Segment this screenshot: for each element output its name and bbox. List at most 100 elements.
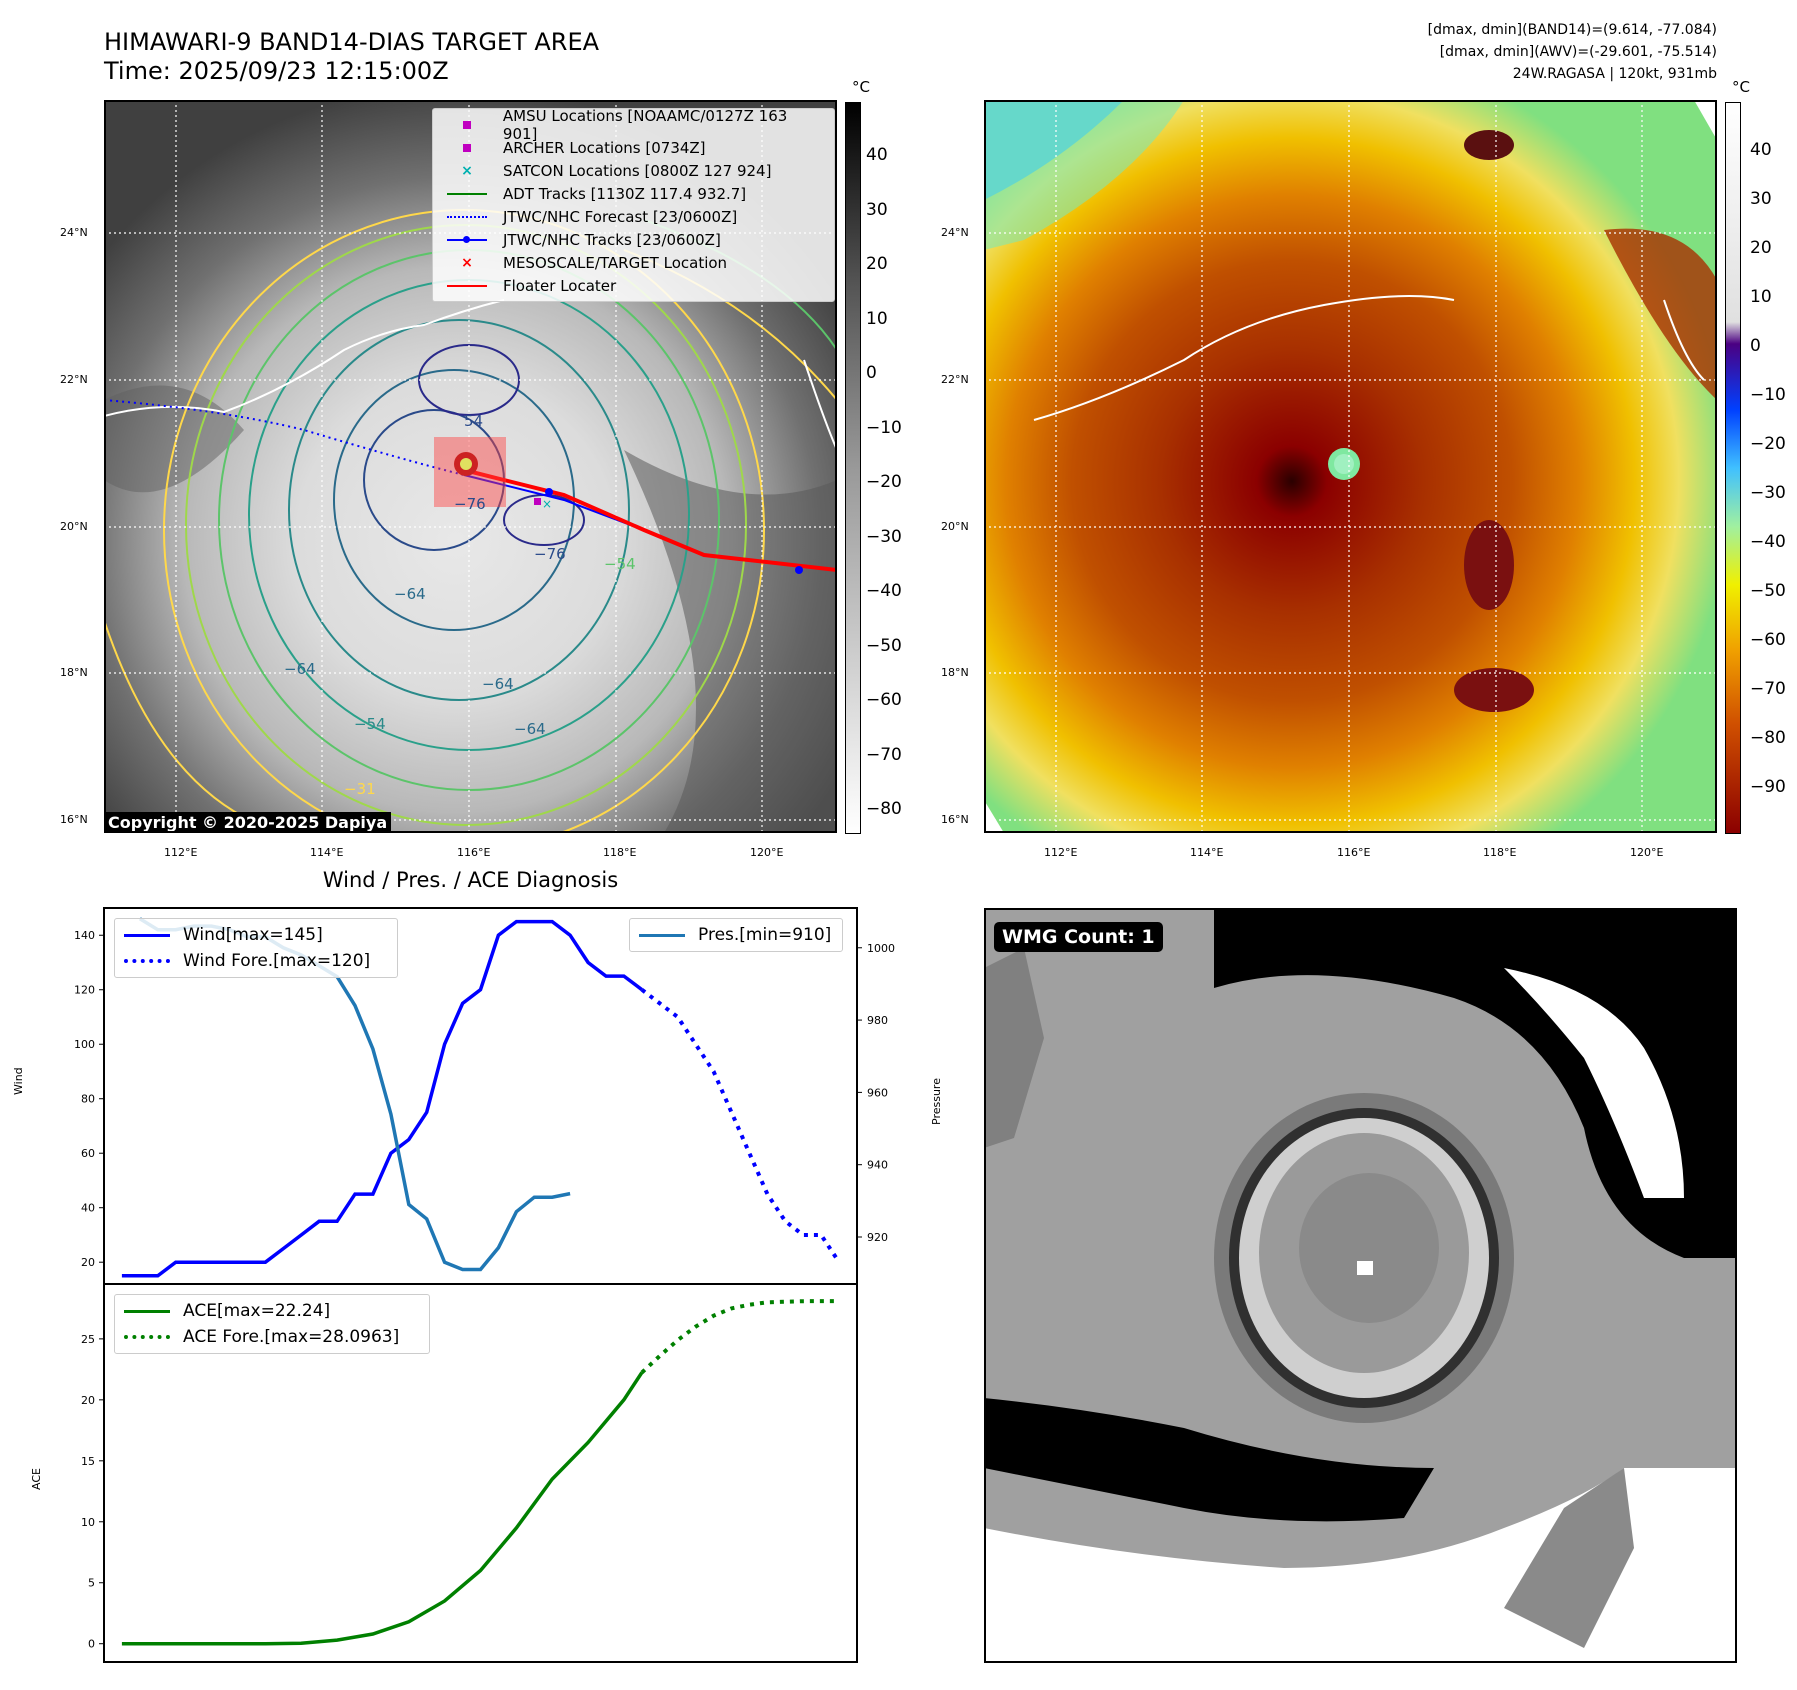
colorbar-tick-label: −10 (1750, 385, 1786, 405)
legend-item: × MESOSCALE/TARGET Location (461, 253, 728, 272)
legend-item: JTWC/NHC Forecast [23/0600Z] (441, 205, 826, 228)
wmg-count-badge: WMG Count: 1 (994, 922, 1163, 952)
legend-label: Floater Locater (503, 276, 617, 295)
legend-label: Pres.[min=910] (698, 925, 832, 945)
y-right-tick-label: 960 (867, 1086, 888, 1099)
series-line (121, 1371, 644, 1646)
legend-item: ACE Fore.[max=28.0963] (121, 1324, 423, 1350)
colorbar-tick-label: −70 (866, 744, 902, 765)
lon-tick: 114°E (1190, 846, 1224, 859)
map-legend: AMSU Locations [NOAAMC/0127Z 163 901] AR… (432, 107, 835, 302)
colorbar-tick-label: 40 (1750, 140, 1772, 160)
lat-tick: 16°N (60, 813, 88, 826)
legend-item: ACE[max=22.24] (121, 1298, 423, 1324)
band14-range: [dmax, dmin](BAND14)=(9.614, -77.084) (1427, 22, 1717, 38)
contour-label: −76 (534, 545, 566, 563)
colorbar-tick-label: 30 (866, 199, 888, 220)
legend-item: × SATCON Locations [0800Z 127 924] (461, 161, 772, 180)
colorbar-tick-label: −60 (1750, 630, 1786, 650)
y-tick-label: 100 (74, 1038, 95, 1051)
contour-label: −64 (482, 675, 514, 693)
colorbar-tick-label: 40 (866, 145, 888, 165)
y-tick-label: 20 (81, 1256, 95, 1269)
chart-time: Time: 2025/09/23 12:15:00Z (104, 57, 449, 85)
contour-label: −64 (514, 720, 546, 738)
colorbar-tick-label: −10 (866, 417, 902, 438)
colorbar-tick-label: 0 (1750, 336, 1761, 356)
lat-tick: 20°N (941, 520, 969, 533)
wmg-panel: WMG Count: 1 (984, 908, 1737, 1663)
y-right-tick-label: 940 (867, 1159, 888, 1172)
pressure-legend: Pres.[min=910] (629, 918, 843, 952)
series-line (640, 988, 841, 1264)
series-line (121, 919, 643, 1278)
colorbar-tick-label: −30 (1750, 483, 1786, 503)
lon-tick: 120°E (750, 846, 784, 859)
legend-label: ADT Tracks [1130Z 117.4 932.7] (503, 184, 747, 203)
contour-label: −64 (284, 660, 316, 678)
legend-label: ACE[max=22.24] (183, 1301, 331, 1321)
lat-tick: 22°N (941, 373, 969, 386)
y-right-tick-label: 920 (867, 1231, 888, 1244)
colorbar-tick-label: −60 (866, 690, 902, 710)
awv-colorbar (1725, 102, 1741, 834)
colorbar-tick-label: −90 (1750, 777, 1786, 797)
legend-label: MESOSCALE/TARGET Location (503, 253, 728, 272)
y-tick-label: 15 (81, 1455, 95, 1468)
lon-tick: 114°E (310, 846, 344, 859)
svg-text:×: × (542, 497, 552, 511)
colorbar-tick-label: −20 (1750, 434, 1786, 454)
legend-item: Pres.[min=910] (636, 922, 836, 948)
legend-label: JTWC/NHC Forecast [23/0600Z] (503, 207, 738, 226)
chart-title: HIMAWARI-9 BAND14-DIAS TARGET AREA (104, 28, 600, 56)
y-tick-label: 20 (81, 1394, 95, 1407)
pressure-axis-label: Pressure (930, 1078, 943, 1125)
lon-tick: 118°E (603, 846, 637, 859)
awv-map-frame (984, 100, 1717, 833)
y-tick-label: 5 (88, 1577, 95, 1590)
y-tick-label: 60 (81, 1147, 95, 1160)
colorbar-tick-label: −50 (866, 635, 902, 656)
contour-label: −76 (454, 495, 486, 513)
colorbar-tick-label: −70 (1750, 679, 1786, 699)
awv-map (984, 100, 1717, 833)
lat-tick: 24°N (941, 226, 969, 239)
ace-legend: ACE[max=22.24] ACE Fore.[max=28.0963] (114, 1294, 430, 1354)
colorbar-tick-label: −40 (866, 581, 902, 601)
band14-colorbar (845, 102, 861, 834)
storm-info: 24W.RAGASA | 120kt, 931mb (1512, 66, 1717, 82)
legend-item: ADT Tracks [1130Z 117.4 932.7] (441, 182, 826, 205)
legend-label: SATCON Locations [0800Z 127 924] (503, 161, 772, 180)
series-line (640, 1299, 840, 1374)
colorbar-tick-label: −40 (1750, 532, 1786, 552)
lon-tick: 116°E (1337, 846, 1371, 859)
y-right-tick-label: 980 (867, 1014, 888, 1027)
lon-tick: 120°E (1630, 846, 1664, 859)
lat-tick: 22°N (60, 373, 88, 386)
lon-tick: 116°E (457, 846, 491, 859)
colorbar-tick-label: −80 (866, 799, 902, 819)
diagnosis-title: Wind / Pres. / ACE Diagnosis (322, 868, 619, 892)
legend-item: Floater Locater (441, 274, 826, 297)
legend-label: ARCHER Locations [0734Z] (503, 138, 706, 157)
contour-label: −54 (604, 555, 636, 573)
contour-label: −31 (344, 780, 376, 798)
colorbar-tick-label: −50 (1750, 581, 1786, 601)
wind-legend: Wind[max=145] Wind Fore.[max=120] (114, 918, 398, 978)
copyright-badge: Copyright © 2020-2025 Dapiya (104, 812, 392, 833)
legend-label: JTWC/NHC Tracks [23/0600Z] (503, 230, 721, 249)
lat-tick: 16°N (941, 813, 969, 826)
y-tick-label: 140 (74, 929, 95, 942)
y-tick-label: 10 (81, 1516, 95, 1529)
colorbar-tick-label: 20 (1750, 238, 1772, 258)
ace-axis-label: ACE (30, 1468, 43, 1490)
legend-item: AMSU Locations [NOAAMC/0127Z 163 901] (441, 107, 826, 143)
legend-label: ACE Fore.[max=28.0963] (183, 1327, 400, 1347)
ace-plot: 0 5 10 15 20 25 (81, 1283, 858, 1663)
legend-item: ARCHER Locations [0734Z] (441, 136, 826, 159)
colorbar-tick-label: −80 (1750, 728, 1786, 748)
contour-label: −54 (354, 715, 386, 733)
band14-map: × 54 −76 −76 −64 −64 −64 −54 −31 −64 −54… (104, 100, 837, 833)
y-tick-label: 0 (88, 1638, 95, 1651)
lat-tick: 20°N (60, 520, 88, 533)
